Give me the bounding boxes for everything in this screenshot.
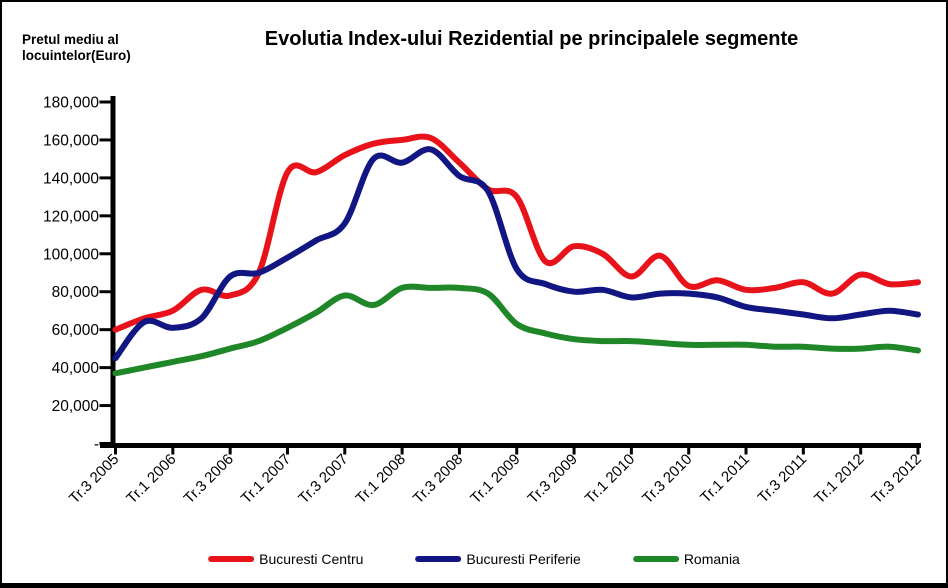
legend-swatch-bucuresti-periferie bbox=[415, 556, 462, 562]
y-tick-label: 80,000 bbox=[52, 284, 100, 301]
series-line-romania bbox=[112, 283, 921, 377]
legend: Bucuresti Centru Bucuresti Periferie Roman… bbox=[208, 551, 740, 567]
x-tick-label: Tr.3 2011 bbox=[755, 451, 811, 507]
legend-item-romania: Romania bbox=[632, 551, 740, 567]
x-tick-label: Tr.3 2005 bbox=[66, 451, 122, 507]
y-tick-label: 100,000 bbox=[43, 246, 99, 263]
y-tick-label: 40,000 bbox=[52, 360, 100, 377]
x-tick-label: Tr.1 2011 bbox=[697, 451, 753, 507]
x-tick-label: Tr.3 2010 bbox=[639, 451, 695, 507]
legend-label-bucuresti-periferie: Bucuresti Periferie bbox=[466, 551, 581, 567]
legend-item-bucuresti-centru: Bucuresti Centru bbox=[208, 551, 363, 567]
y-tick-label: 20,000 bbox=[52, 398, 100, 415]
x-tick-label: Tr.1 2010 bbox=[582, 451, 638, 507]
x-tick-label: Tr.3 2012 bbox=[868, 451, 924, 507]
legend-label-bucuresti-centru: Bucuresti Centru bbox=[259, 551, 364, 567]
legend-label-romania: Romania bbox=[683, 551, 740, 567]
y-tick-label: 180,000 bbox=[43, 95, 99, 112]
legend-swatch-romania bbox=[632, 556, 679, 562]
y-tick-label: 120,000 bbox=[43, 208, 99, 225]
plot-area: 180,000 160,000 140,000 120,000 100,000 80,00… bbox=[43, 95, 925, 508]
y-tick-label: 160,000 bbox=[43, 132, 99, 149]
series-line-bucuresti-periferie bbox=[112, 146, 921, 362]
series-line-bucuresti-centru bbox=[112, 133, 921, 333]
x-tick-label: Tr.1 2009 bbox=[467, 451, 523, 507]
x-tick-label: Tr.3 2006 bbox=[181, 451, 237, 507]
y-tick-label: - bbox=[94, 436, 99, 453]
x-tick-label: Tr.3 2009 bbox=[524, 451, 580, 507]
x-tick-label: Tr.1 2006 bbox=[123, 451, 179, 507]
legend-item-bucuresti-periferie: Bucuresti Periferie bbox=[415, 551, 581, 567]
chart-title: Evolutia Index-ului Rezidential pe princ… bbox=[264, 28, 799, 50]
y-axis-unit-label: Pretul mediu al locuintelor(Euro) bbox=[22, 32, 131, 64]
x-tick-label: Tr.3 2008 bbox=[410, 451, 466, 507]
x-tick-label: Tr.1 2007 bbox=[238, 451, 294, 507]
legend-swatch-bucuresti-centru bbox=[208, 556, 255, 562]
y-tick-label: 140,000 bbox=[43, 170, 99, 187]
x-tick-label: Tr.3 2007 bbox=[295, 451, 351, 507]
y-tick-label: 60,000 bbox=[52, 322, 100, 339]
x-tick-label: Tr.1 2012 bbox=[811, 451, 867, 507]
x-tick-label: Tr.1 2008 bbox=[352, 451, 408, 507]
